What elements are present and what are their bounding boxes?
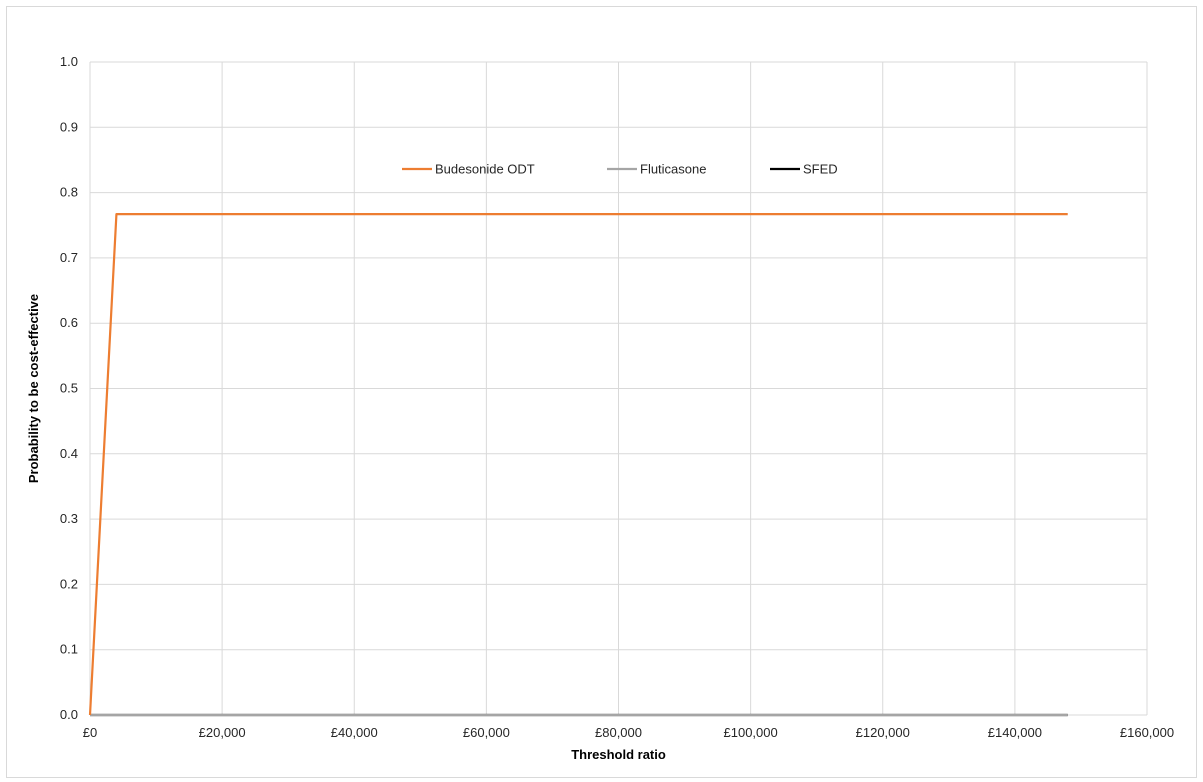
legend: Budesonide ODT Fluticasone SFED	[402, 162, 838, 177]
y-tick-label: 0.8	[60, 185, 78, 200]
x-axis-ticks: £0 £20,000 £40,000 £60,000 £80,000 £100,000 £1…	[83, 725, 1174, 740]
x-tick-label: £140,000	[988, 725, 1042, 740]
y-tick-label: 0.9	[60, 119, 78, 134]
x-tick-label: £0	[83, 725, 97, 740]
chart-frame: 0.0 0.1 0.2 0.3 0.4 0.5 0.6 0.7 0.8 0.9 1.0 £0 £20,…	[6, 6, 1197, 778]
x-tick-label: £80,000	[595, 725, 642, 740]
series-line-budesonide-odt	[88, 213, 1068, 716]
x-axis-title: Threshold ratio	[571, 747, 666, 762]
x-tick-label: £60,000	[463, 725, 510, 740]
y-tick-label: 0.4	[60, 446, 78, 461]
y-tick-label: 0.0	[60, 707, 78, 722]
x-tick-label: £40,000	[331, 725, 378, 740]
legend-label-sfed: SFED	[803, 162, 838, 177]
y-tick-label: 0.6	[60, 315, 78, 330]
y-tick-label: 0.7	[60, 250, 78, 265]
legend-label-budesonide-odt: Budesonide ODT	[435, 162, 535, 177]
y-tick-label: 0.2	[60, 576, 78, 591]
legend-label-fluticasone: Fluticasone	[640, 162, 706, 177]
x-tick-label: £100,000	[724, 725, 778, 740]
y-tick-label: 0.3	[60, 511, 78, 526]
x-tick-label: £160,000	[1120, 725, 1174, 740]
y-tick-label: 0.5	[60, 381, 78, 396]
gridlines	[89, 61, 1148, 716]
series-lines	[88, 213, 1068, 717]
y-axis-ticks: 0.0 0.1 0.2 0.3 0.4 0.5 0.6 0.7 0.8 0.9 1.0	[60, 54, 78, 722]
x-tick-label: £120,000	[856, 725, 910, 740]
x-tick-label: £20,000	[199, 725, 246, 740]
y-tick-label: 1.0	[60, 54, 78, 69]
y-tick-label: 0.1	[60, 642, 78, 657]
y-axis-title: Probability to be cost-effective	[26, 294, 41, 483]
ceac-chart: 0.0 0.1 0.2 0.3 0.4 0.5 0.6 0.7 0.8 0.9 1.0 £0 £20,…	[26, 54, 1174, 762]
